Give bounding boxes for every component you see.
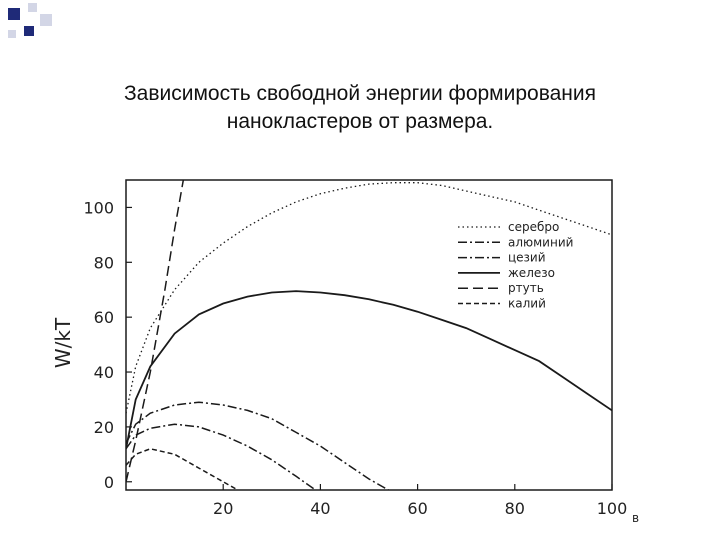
x-tick-label-1: 40: [310, 499, 330, 518]
y-tick-label-4: 80: [94, 253, 114, 272]
legend-label-1: алюминий: [508, 235, 573, 249]
corner-square-3: [40, 14, 52, 26]
series-group: [126, 180, 612, 490]
corner-square-5: [8, 30, 16, 38]
y-tick-label-3: 60: [94, 308, 114, 327]
series-line-2: [126, 423, 316, 490]
legend-label-4: ртуть: [508, 281, 544, 295]
series-line-4: [126, 180, 185, 482]
legend-label-5: калий: [508, 297, 546, 311]
y-tick-label-5: 100: [83, 198, 114, 217]
plot-frame: [125, 179, 613, 491]
x-tick-label-4: 100: [597, 499, 628, 518]
corner-decoration: [0, 0, 60, 45]
legend-label-3: железо: [508, 266, 555, 280]
legend-label-0: серебро: [508, 220, 559, 234]
y-axis-label: W/kT: [51, 317, 75, 368]
legend-label-2: цезий: [508, 251, 546, 265]
series-line-1: [126, 401, 389, 490]
y-tick-label-0: 0: [104, 473, 114, 492]
slide-title: Зависимость свободной энергии формирован…: [40, 80, 680, 136]
corner-square-2: [28, 3, 37, 12]
series-line-5: [126, 448, 239, 490]
x-tick-label-3: 80: [505, 499, 525, 518]
x-tick-label-2: 60: [407, 499, 427, 518]
axis-ticks: 20 40 60 80 100 0 20 40 60 80 100: [83, 198, 627, 518]
corner-square-4: [24, 26, 34, 36]
series-line-3: [126, 290, 612, 449]
corner-square-1: [8, 8, 20, 20]
slide-title-line-1: Зависимость свободной энергии формирован…: [123, 82, 597, 105]
y-tick-label-2: 40: [94, 363, 114, 382]
x-tick-label-0: 20: [213, 499, 233, 518]
y-tick-label-1: 20: [94, 418, 114, 437]
page-mark: в: [632, 511, 639, 525]
slide-title-line-2: нанокластеров от размера.: [226, 110, 494, 133]
chart: W/kT 20 40 60 80 100 0 20 40 60 80 100 сереброалюм…: [51, 179, 639, 525]
